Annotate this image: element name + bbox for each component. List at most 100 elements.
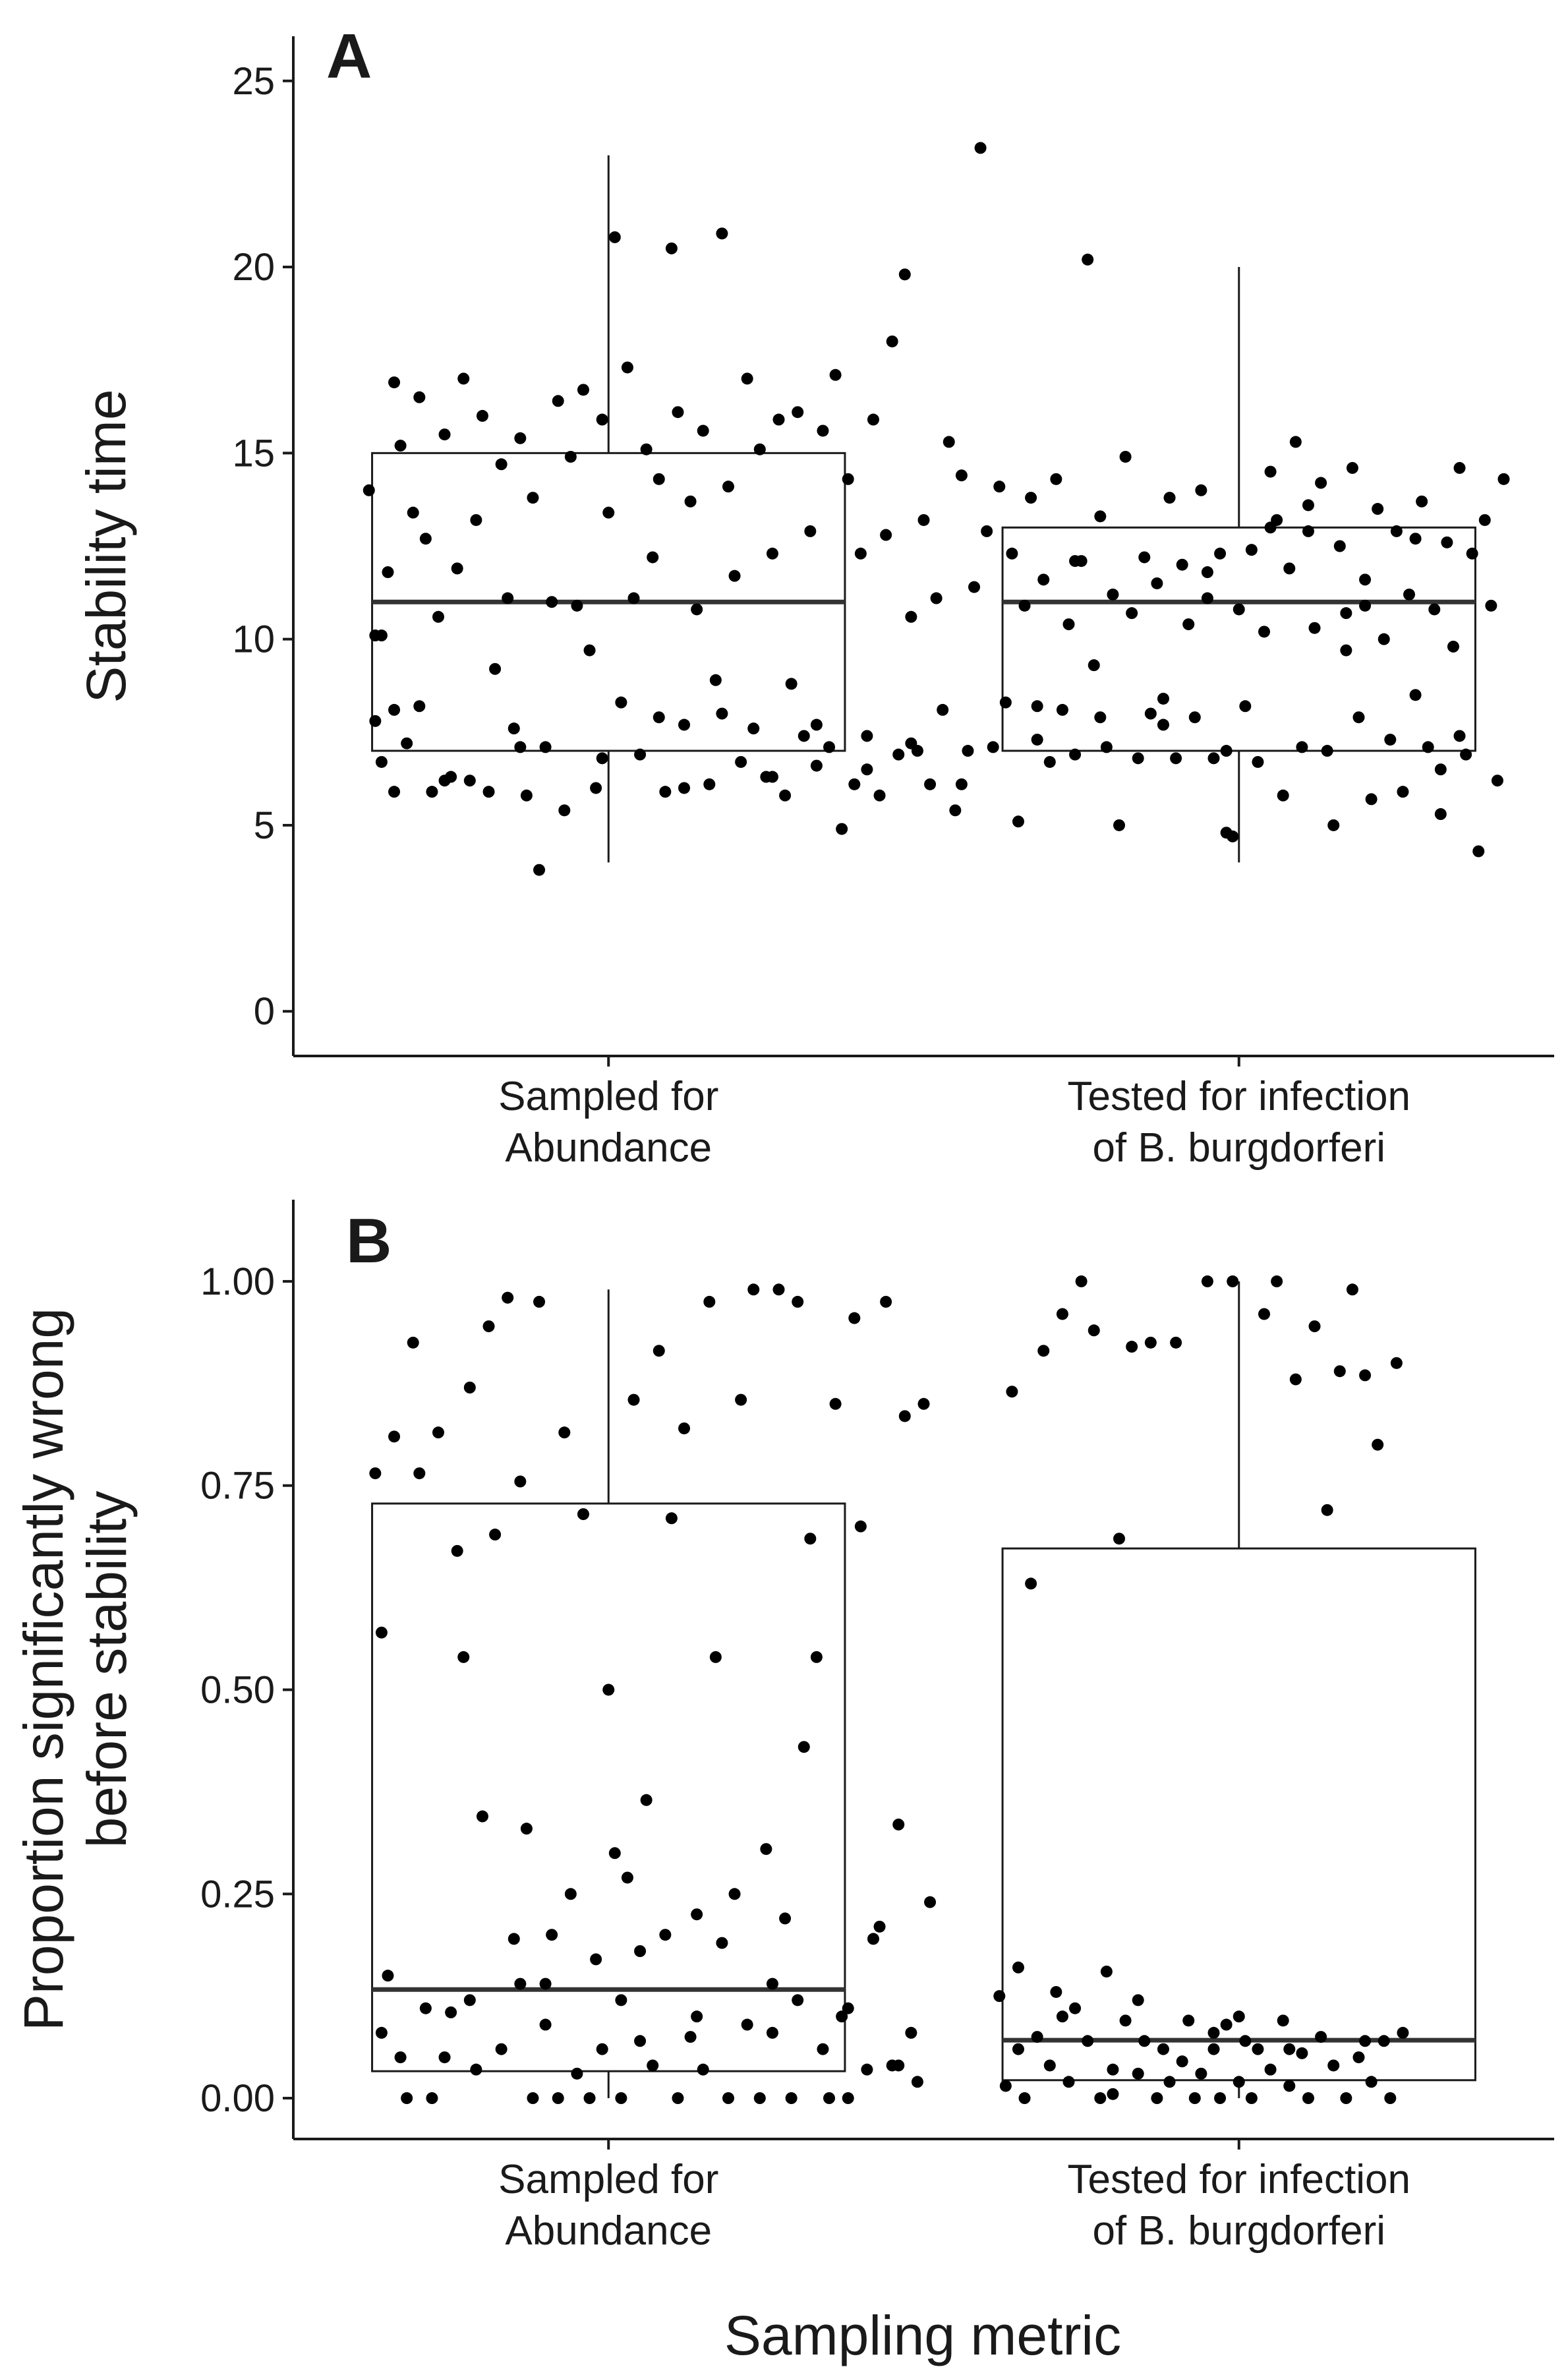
data-point (728, 570, 741, 582)
data-point (1277, 2014, 1289, 2027)
data-point (1012, 815, 1024, 828)
data-point (1296, 2047, 1308, 2059)
panel-b: B 0.00 0.25 0.50 0.75 1.00 Sampled for Abundanc… (13, 1200, 1554, 2254)
data-point (602, 1684, 615, 1696)
data-point (760, 1843, 772, 1856)
y-tick-label: 10 (232, 618, 275, 661)
data-point (1056, 2010, 1068, 2023)
data-point (1100, 741, 1113, 753)
data-point (792, 406, 804, 419)
data-point (659, 1929, 672, 1941)
data-point (419, 2002, 432, 2014)
data-point (627, 1393, 640, 1406)
data-point (861, 2063, 873, 2076)
data-point (1478, 513, 1491, 526)
data-point (937, 703, 949, 716)
data-point (1069, 2002, 1082, 2014)
data-point (892, 2059, 905, 2072)
data-point (1346, 461, 1358, 474)
data-point (564, 450, 577, 463)
data-point (1365, 2076, 1378, 2088)
data-point (1321, 745, 1333, 757)
data-point (861, 730, 873, 742)
data-point (1289, 436, 1302, 448)
data-point (502, 592, 514, 604)
data-point (905, 737, 917, 749)
data-point (640, 443, 653, 455)
data-point (564, 1888, 577, 1900)
data-point (766, 2026, 778, 2039)
data-point (608, 231, 621, 243)
data-point (1359, 573, 1372, 586)
data-point (1201, 566, 1213, 579)
data-point (1025, 1577, 1037, 1590)
data-point (1176, 558, 1188, 571)
data-point (1327, 819, 1340, 831)
data-point (1050, 473, 1062, 485)
data-point (1182, 2014, 1195, 2027)
data-point (1384, 2092, 1397, 2105)
y-tick-label: 0.50 (200, 1668, 275, 1711)
data-point (489, 662, 502, 675)
data-point (804, 1533, 817, 1545)
data-point (1460, 748, 1472, 761)
data-point (684, 495, 697, 508)
data-point (634, 1945, 647, 1957)
data-point (1018, 599, 1031, 612)
data-point (1346, 1283, 1358, 1296)
data-point (1214, 2092, 1227, 2105)
data-point (1157, 692, 1169, 705)
data-point (741, 2018, 753, 2031)
data-point (1321, 1504, 1333, 1516)
data-point (766, 771, 778, 783)
data-point (1012, 2043, 1024, 2055)
data-point (892, 748, 905, 761)
data-point (482, 1320, 495, 1333)
data-point (1233, 2076, 1245, 2088)
data-point (753, 443, 766, 455)
data-point (1138, 2035, 1151, 2047)
data-point (691, 603, 703, 616)
data-point (1453, 461, 1466, 474)
data-point (1390, 525, 1403, 537)
data-point (546, 1929, 558, 1941)
data-point (955, 469, 968, 482)
data-point (1113, 819, 1126, 831)
data-point (1359, 1369, 1372, 1382)
data-point (672, 2092, 684, 2105)
data-point (508, 1933, 520, 1945)
data-point (930, 592, 943, 604)
data-point (1107, 2063, 1119, 2076)
data-point (426, 2092, 438, 2105)
data-point (1094, 510, 1107, 523)
data-point (1207, 2043, 1220, 2055)
data-point (785, 2092, 798, 2105)
data-point (1315, 2031, 1327, 2043)
data-point (1327, 2059, 1340, 2072)
data-point (709, 674, 722, 686)
data-point (924, 1896, 937, 1908)
data-point (369, 1467, 382, 1480)
data-point (375, 2026, 388, 2039)
data-point (401, 737, 413, 749)
data-point (1082, 2035, 1094, 2047)
data-point (388, 786, 401, 798)
data-point (514, 432, 527, 444)
data-point (615, 2092, 627, 2105)
data-point (457, 372, 470, 385)
data-point (653, 1345, 665, 1357)
data-point (583, 2092, 596, 2105)
data-point (1403, 588, 1416, 601)
data-point (873, 1920, 886, 1933)
data-point (470, 513, 482, 526)
data-point (1195, 484, 1207, 496)
data-point (552, 2092, 564, 2105)
data-point (905, 2026, 917, 2039)
data-point (1434, 763, 1447, 776)
data-point (1107, 588, 1119, 601)
data-point (457, 1651, 470, 1663)
data-point (590, 1953, 602, 1966)
data-point (943, 436, 955, 448)
data-point (709, 1651, 722, 1663)
box-iqr (1001, 1547, 1476, 2082)
